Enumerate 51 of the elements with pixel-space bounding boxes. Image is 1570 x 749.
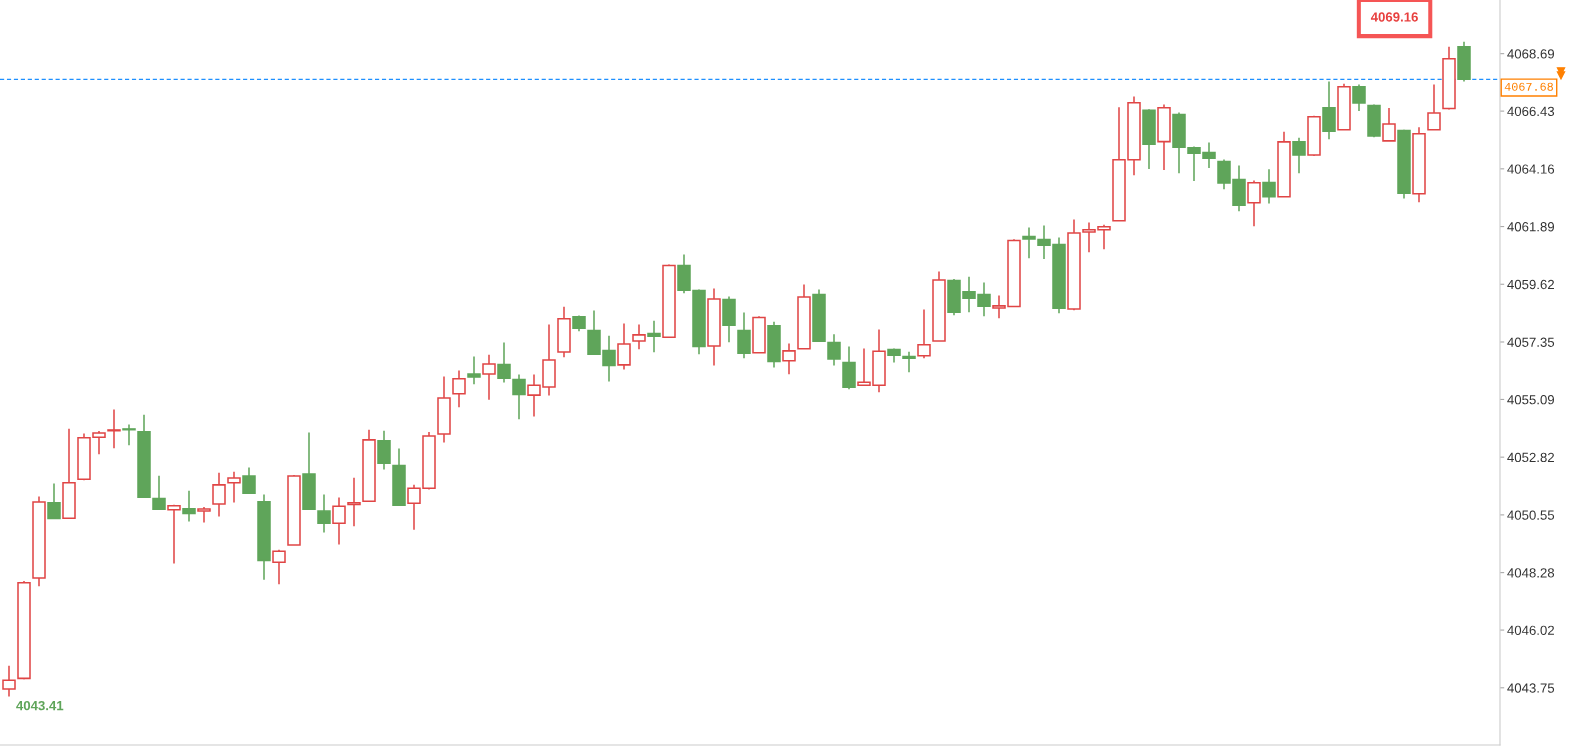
y-tick-label: 4052.82 [1507, 452, 1554, 463]
candlestick [1247, 179, 1261, 228]
candlestick [512, 373, 526, 421]
y-tick-label: 4064.16 [1507, 164, 1555, 174]
candlestick [317, 493, 331, 534]
candlestick [182, 489, 196, 523]
y-tick-label: 4043.75 [1507, 683, 1555, 693]
candlestick [917, 308, 931, 360]
candlestick [782, 342, 796, 376]
candlestick [1427, 83, 1441, 131]
candlestick [647, 319, 661, 353]
candlestick [737, 311, 751, 360]
candlestick [347, 477, 361, 528]
candlestick [167, 503, 181, 565]
candlestick [272, 548, 286, 586]
candlestick [1292, 137, 1306, 174]
y-tick-label: 4061.89 [1507, 222, 1555, 232]
candlestick [1262, 168, 1276, 205]
y-tick-label: 4057.35 [1507, 337, 1555, 347]
candlestick [212, 471, 226, 518]
y-tick-label: 4066.43 [1507, 106, 1555, 117]
y-tick-label: 4046.02 [1507, 625, 1554, 635]
candlestick [227, 470, 241, 504]
candlestick [332, 496, 346, 546]
candlestick [902, 350, 916, 374]
y-tick-label: 4068.69 [1507, 49, 1555, 59]
candlestick [242, 466, 256, 495]
y-tick-label: 4055.09 [1507, 395, 1555, 405]
annotation: 4069.16 [1370, 12, 1418, 22]
candlestick [47, 482, 61, 520]
annotation: 4043.41 [16, 700, 64, 711]
ref-line-label: 4067.68 [1504, 82, 1553, 91]
candlestick [1322, 80, 1336, 141]
candlestick [377, 429, 391, 471]
candlestick [197, 506, 211, 524]
candlestick [632, 323, 646, 351]
candlestick [152, 474, 166, 511]
candlestick [122, 423, 136, 446]
candlestick [1352, 83, 1366, 112]
candlestick [482, 353, 496, 401]
candlestick [617, 322, 631, 371]
candlestick [467, 355, 481, 385]
candlestick [107, 408, 121, 450]
candlestick [2, 664, 16, 698]
candlestick [827, 333, 841, 367]
y-tick-label: 4059.62 [1507, 279, 1554, 290]
candlestick [497, 341, 511, 384]
y-tick-label: 4048.28 [1507, 568, 1555, 578]
y-tick-label: 4050.55 [1507, 510, 1555, 520]
candlestick [1382, 107, 1396, 142]
candlestick [452, 369, 466, 409]
